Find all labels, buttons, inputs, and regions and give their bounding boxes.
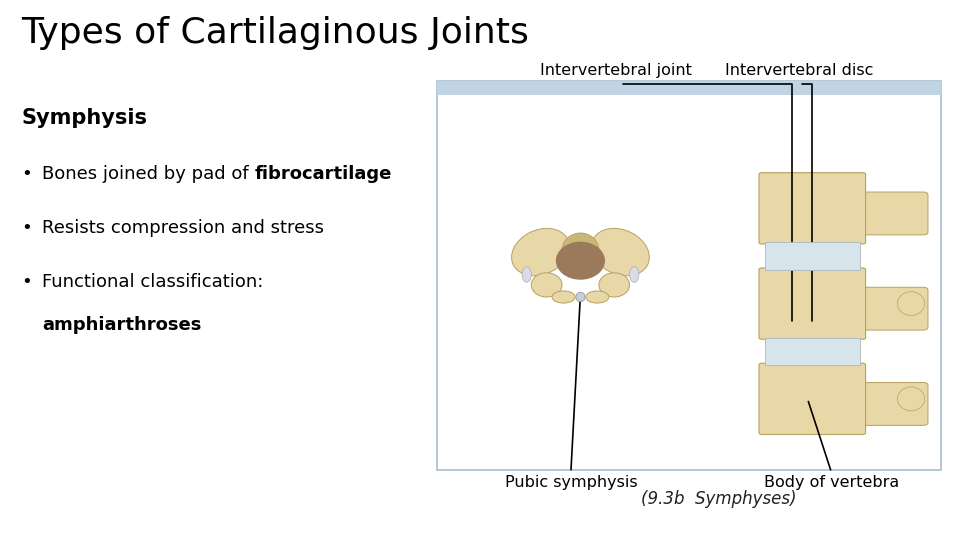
Text: •: •	[21, 165, 32, 183]
Ellipse shape	[630, 267, 638, 282]
Text: Intervertebral joint: Intervertebral joint	[540, 63, 691, 78]
Text: Types of Cartilaginous Joints: Types of Cartilaginous Joints	[21, 16, 529, 50]
FancyBboxPatch shape	[858, 287, 928, 330]
FancyBboxPatch shape	[759, 268, 866, 339]
Text: Intervertebral disc: Intervertebral disc	[726, 63, 874, 78]
Text: Bones joined by pad of: Bones joined by pad of	[42, 165, 254, 183]
Ellipse shape	[512, 228, 569, 276]
Ellipse shape	[591, 228, 649, 276]
FancyBboxPatch shape	[858, 382, 928, 426]
Ellipse shape	[599, 273, 630, 297]
Text: fibrocartilage: fibrocartilage	[254, 165, 392, 183]
Bar	[437, 81, 941, 94]
Text: Pubic symphysis: Pubic symphysis	[505, 475, 637, 490]
Text: Symphysis: Symphysis	[21, 108, 147, 128]
Text: Functional classification:: Functional classification:	[42, 273, 264, 291]
Ellipse shape	[562, 233, 599, 268]
Ellipse shape	[576, 292, 585, 302]
FancyBboxPatch shape	[759, 363, 866, 435]
Text: •: •	[21, 273, 32, 291]
Text: •: •	[21, 219, 32, 237]
Ellipse shape	[898, 387, 924, 411]
Bar	[765, 338, 859, 365]
Ellipse shape	[556, 242, 605, 280]
Text: Resists compression and stress: Resists compression and stress	[42, 219, 324, 237]
Text: amphiarthroses: amphiarthroses	[42, 316, 202, 334]
Ellipse shape	[522, 267, 531, 282]
FancyBboxPatch shape	[858, 192, 928, 235]
Ellipse shape	[531, 273, 562, 297]
Bar	[437, 81, 941, 470]
Ellipse shape	[552, 291, 575, 303]
Bar	[765, 242, 859, 269]
FancyBboxPatch shape	[759, 173, 866, 244]
Text: (9.3b  Symphyses): (9.3b Symphyses)	[641, 490, 797, 508]
Ellipse shape	[898, 292, 924, 315]
Text: Body of vertebra: Body of vertebra	[764, 475, 900, 490]
Ellipse shape	[586, 291, 609, 303]
